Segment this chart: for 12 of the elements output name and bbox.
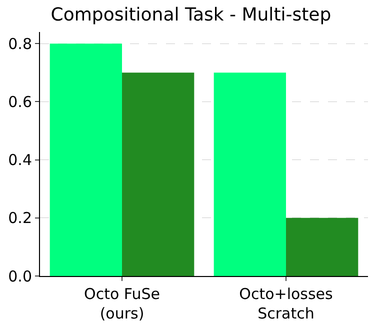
y-tick-label: 0.6 — [8, 92, 32, 111]
bar — [50, 44, 122, 276]
x-tick-label: Octo+losses Scratch — [239, 285, 334, 322]
y-tick-label: 0.4 — [8, 151, 32, 170]
y-tick-label: 0.8 — [8, 34, 32, 53]
bar — [122, 72, 194, 276]
chart-title: Compositional Task - Multi-step — [50, 4, 332, 26]
y-tick-label: 0.2 — [8, 209, 32, 228]
bar — [286, 218, 358, 276]
y-tick-label: 0.0 — [8, 267, 32, 286]
bar — [214, 72, 286, 276]
x-tick-label: Octo FuSe (ours) — [84, 285, 160, 322]
